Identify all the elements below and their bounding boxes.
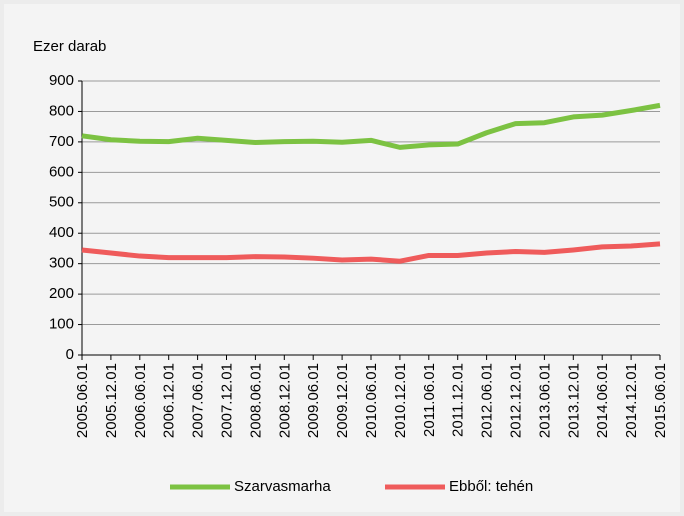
y-tick-label: 400: [49, 224, 74, 241]
x-tick-label: 2010.06.01: [363, 363, 380, 438]
series-line: [81, 102, 661, 150]
x-tick-label: 2007.06.01: [190, 363, 207, 438]
x-tick-label: 2009.12.01: [334, 363, 351, 438]
y-tick-label: 0: [66, 346, 74, 363]
x-tick-label: 2007.12.01: [218, 363, 235, 438]
y-tick-label: 300: [49, 255, 74, 272]
legend-label: Szarvasmarha: [234, 478, 331, 495]
x-tick-label: 2008.06.01: [247, 363, 264, 438]
y-tick-label: 700: [49, 133, 74, 150]
x-tick-label: 2014.12.01: [623, 363, 640, 438]
x-tick-label: 2010.12.01: [392, 363, 409, 438]
x-tick-label: 2011.06.01: [421, 363, 438, 437]
x-tick-label: 2005.06.01: [74, 363, 91, 438]
y-tick-label: 900: [49, 72, 74, 89]
legend-label: Ebből: tehén: [449, 478, 533, 495]
x-tick-label: 2009.06.01: [305, 363, 322, 438]
y-tick-label: 800: [49, 102, 74, 119]
y-tick-label: 600: [49, 163, 74, 180]
x-tick-label: 2014.06.01: [594, 363, 611, 438]
y-tick-label: 500: [49, 194, 74, 211]
y-tick-label: 100: [49, 316, 74, 333]
x-tick-label: 2006.06.01: [132, 363, 149, 438]
x-tick-label: 2011.12.01: [450, 363, 467, 437]
y-tick-label: 200: [49, 285, 74, 302]
x-tick-label: 2013.12.01: [565, 363, 582, 438]
x-tick-label: 2006.12.01: [161, 363, 178, 438]
series-line: [81, 241, 661, 264]
x-tick-label: 2005.12.01: [103, 363, 120, 438]
x-tick-label: 2015.06.01: [652, 363, 669, 438]
x-tick-label: 2013.06.01: [536, 363, 553, 438]
x-tick-label: 2012.12.01: [507, 363, 524, 438]
x-tick-label: 2008.12.01: [276, 363, 293, 438]
x-tick-label: 2012.06.01: [479, 363, 496, 438]
y-axis-label: Ezer darab: [33, 38, 106, 55]
